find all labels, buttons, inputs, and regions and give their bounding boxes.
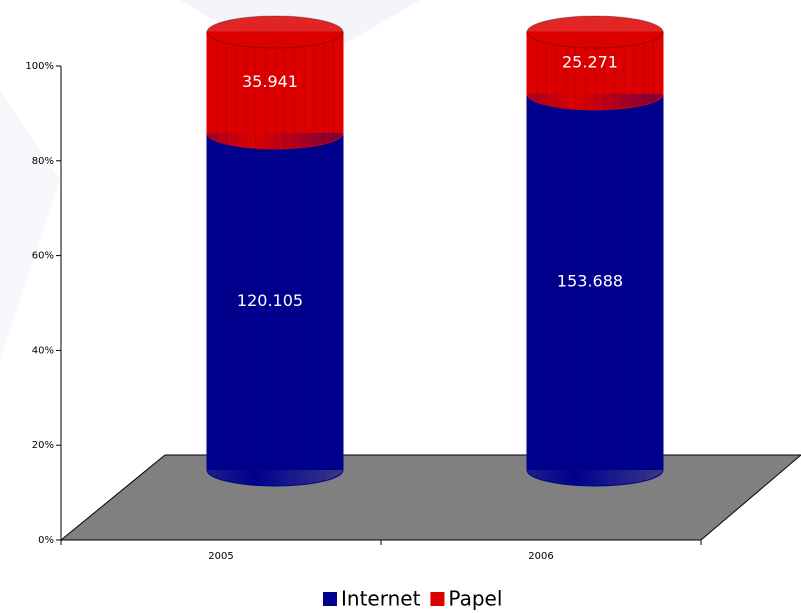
legend-swatch — [323, 592, 337, 606]
legend-swatch — [430, 592, 445, 606]
legend-label: Papel — [448, 587, 502, 611]
legend-label: Internet — [341, 587, 421, 611]
value-label: 153.688 — [557, 271, 623, 290]
y-tick-label: 60% — [32, 251, 54, 262]
y-tick-label: 20% — [32, 440, 54, 451]
background-shape — [0, 90, 60, 360]
floor — [59, 454, 801, 541]
value-label: 120.105 — [237, 291, 303, 310]
x-tick-label: 2006 — [528, 551, 553, 562]
x-tick-label: 2005 — [208, 551, 233, 562]
y-tick-label: 40% — [32, 345, 54, 356]
y-tick-label: 0% — [38, 535, 54, 546]
cylinder-segment — [206, 132, 344, 487]
cylinder-segment — [206, 31, 344, 150]
y-tick-label: 100% — [25, 61, 54, 72]
cylinder-segment — [526, 93, 664, 487]
y-tick-label: 80% — [32, 156, 54, 167]
value-label: 35.941 — [242, 72, 298, 91]
cylinder-top — [526, 15, 664, 49]
cylinder-top — [206, 15, 344, 49]
cylinder-segment — [526, 31, 664, 111]
value-label: 25.271 — [562, 52, 618, 71]
